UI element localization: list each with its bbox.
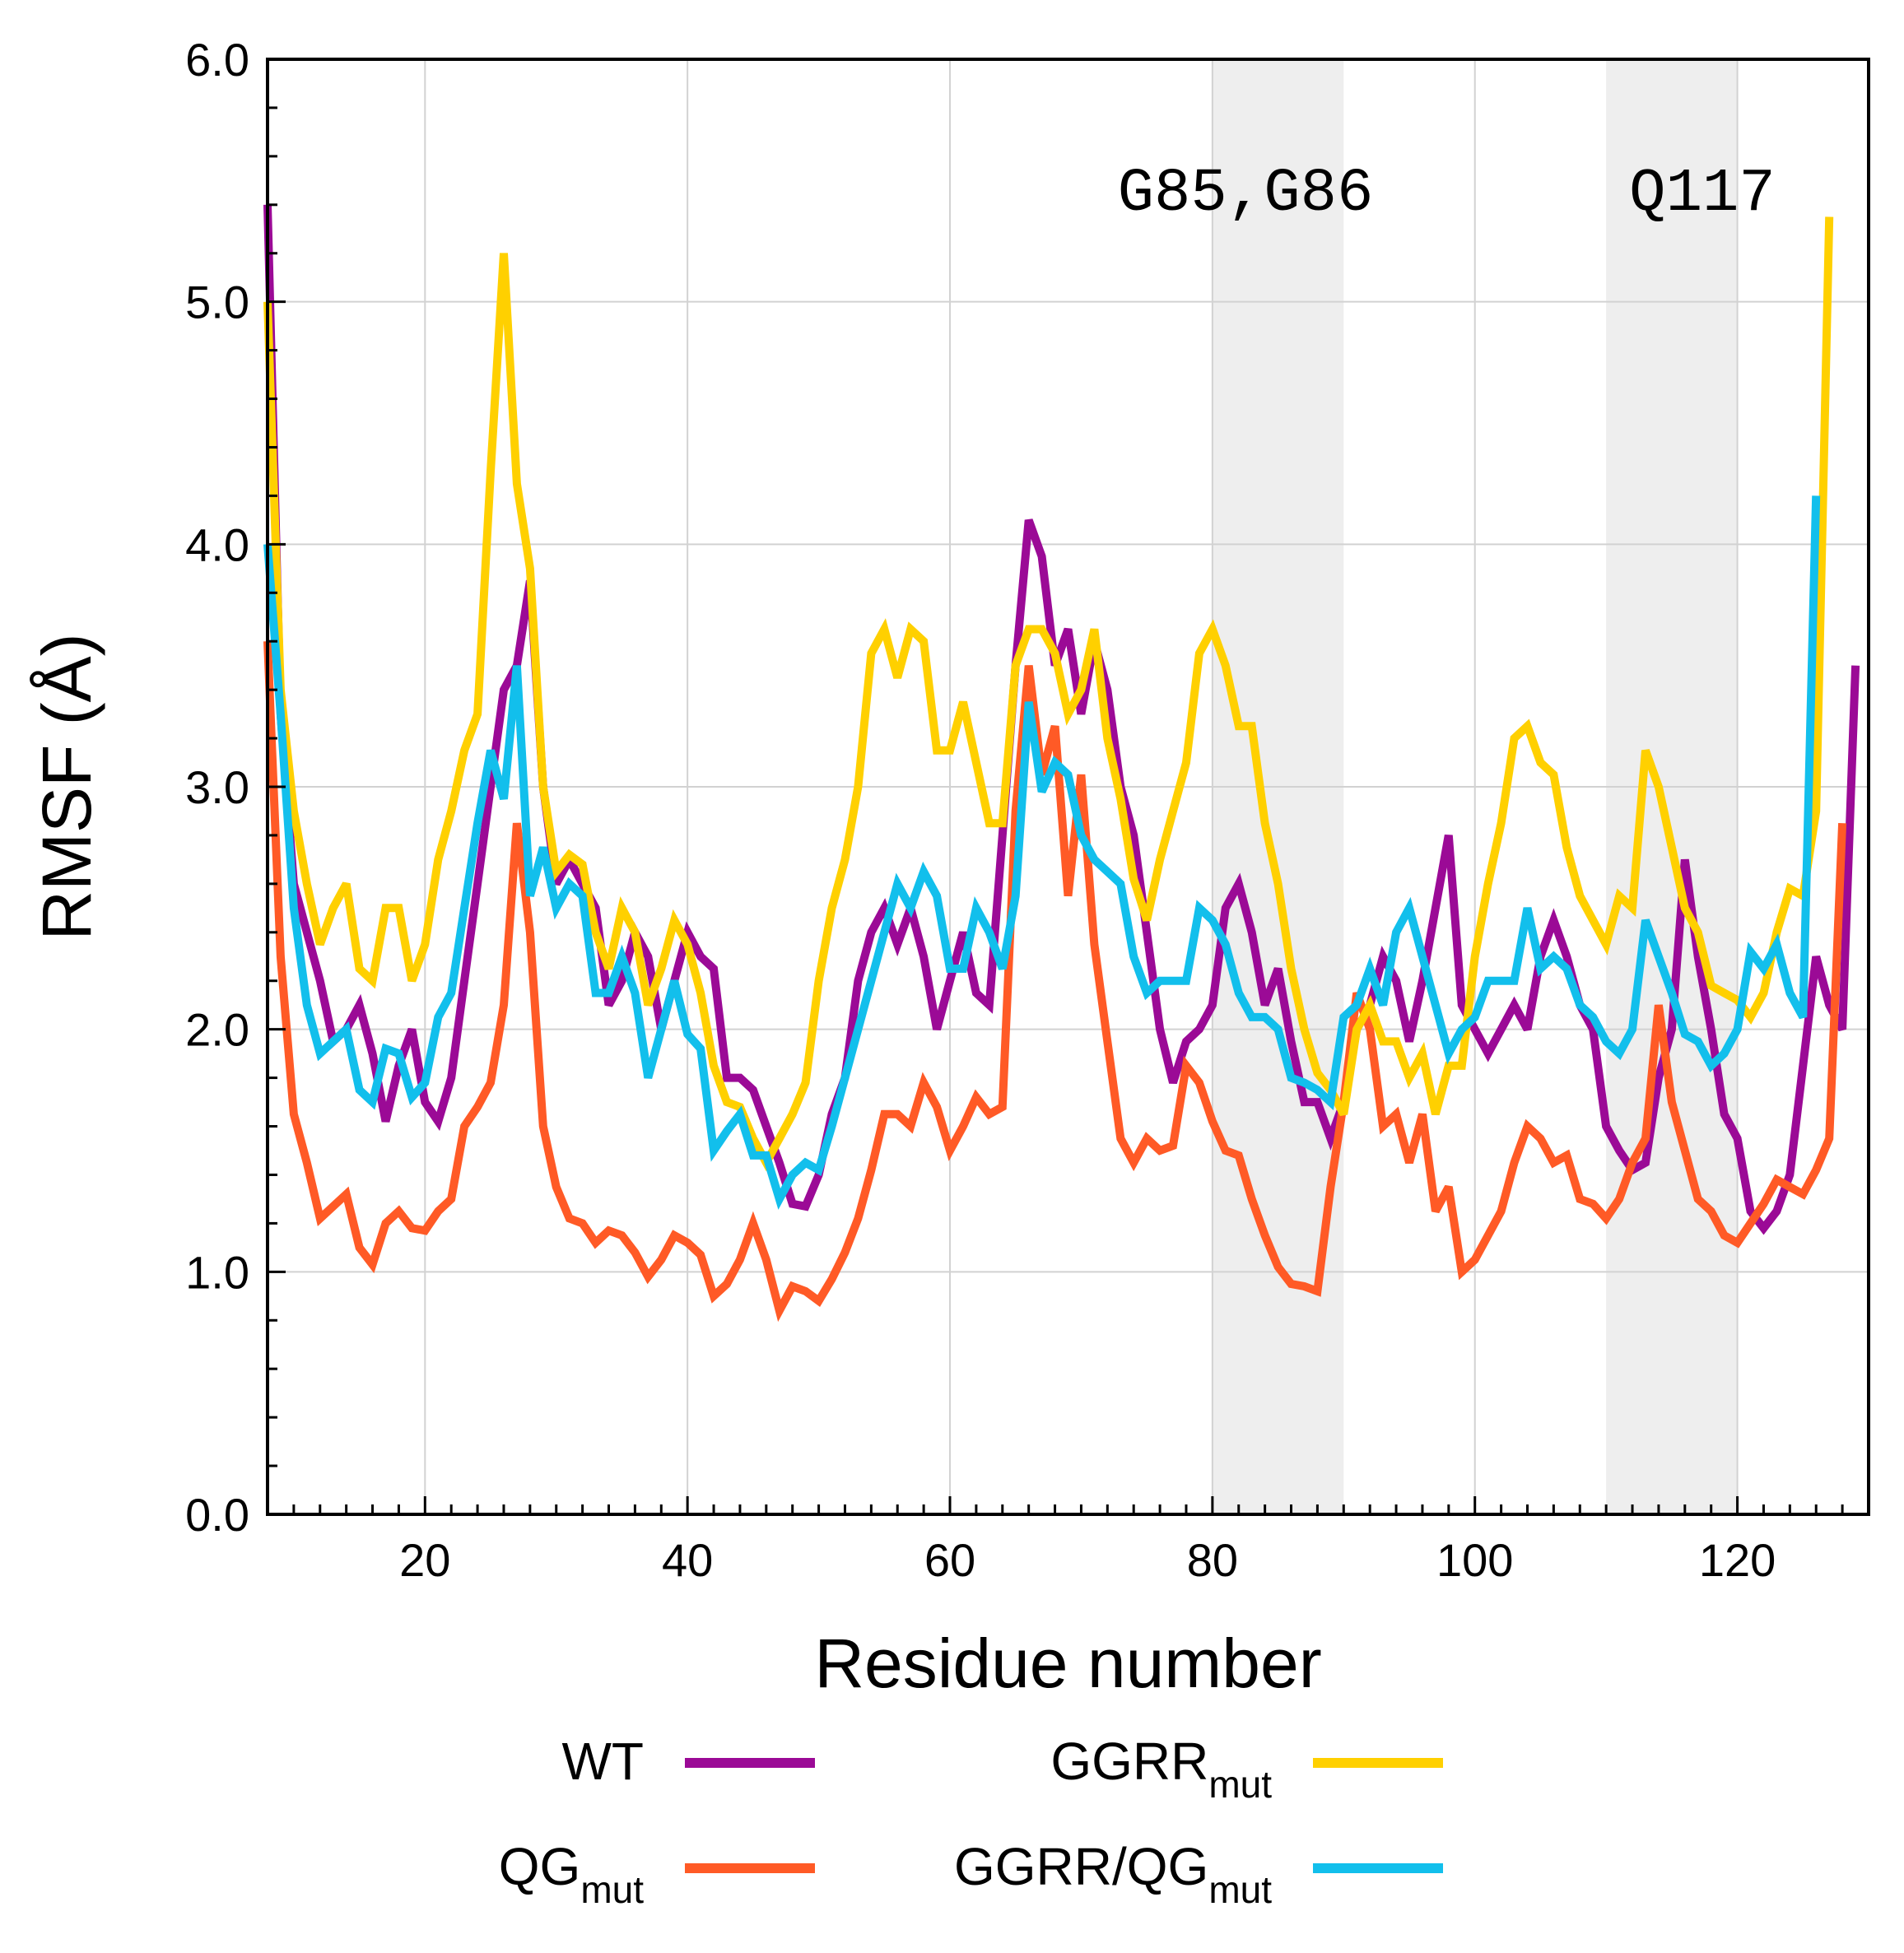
- x-tick-label: 20: [399, 1534, 450, 1586]
- region-label-1: Q117: [1629, 160, 1776, 229]
- tick-labels: 20 40 60 80 100 120 0.0 1.0 2.0 3.0 4.0 5.0 6.0: [185, 34, 1776, 1586]
- legend-label-subscript: mut: [1208, 1763, 1272, 1806]
- legend-label-subscript: mut: [1208, 1868, 1272, 1911]
- x-tick-label: 80: [1187, 1534, 1238, 1586]
- legend-label-base: GGRR: [1050, 1732, 1208, 1791]
- legend-label-base: WT: [562, 1732, 645, 1791]
- y-tick-label: 0.0: [185, 1489, 249, 1541]
- legend-label-0: WT: [562, 1732, 645, 1791]
- x-tick-label: 60: [924, 1534, 975, 1586]
- legend-label-base: GGRR/QG: [954, 1837, 1208, 1896]
- legend-label-3: GGRR/QGmut: [954, 1837, 1272, 1911]
- series-line-ggrr-mut: [263, 216, 1834, 1172]
- y-tick-label: 4.0: [185, 518, 249, 570]
- x-axis-title: Residue number: [814, 1625, 1321, 1702]
- x-tick-label: 100: [1436, 1534, 1513, 1586]
- region-label-0: G85,G86: [1118, 160, 1374, 229]
- region-labels: G85,G86 Q117: [1118, 160, 1776, 229]
- y-tick-label: 6.0: [185, 34, 249, 86]
- series-line-ggrr-qg-mut: [263, 495, 1821, 1210]
- legend-label-subscript: mut: [580, 1868, 644, 1911]
- series-line-qg-mut: [263, 640, 1847, 1323]
- axis-ticks: [268, 58, 1870, 1516]
- legend-label-1: GGRRmut: [1050, 1732, 1272, 1806]
- y-tick-label: 3.0: [185, 761, 249, 813]
- data-series: [263, 204, 1860, 1323]
- y-tick-label: 1.0: [185, 1246, 249, 1298]
- legend-label-2: QGmut: [499, 1837, 644, 1911]
- y-tick-label: 2.0: [185, 1004, 249, 1056]
- x-tick-label: 120: [1699, 1534, 1776, 1586]
- y-axis-title: RMSF (Å): [28, 633, 105, 940]
- x-tick-label: 40: [662, 1534, 713, 1586]
- y-tick-label: 5.0: [185, 277, 249, 328]
- legend-label-base: QG: [499, 1837, 581, 1896]
